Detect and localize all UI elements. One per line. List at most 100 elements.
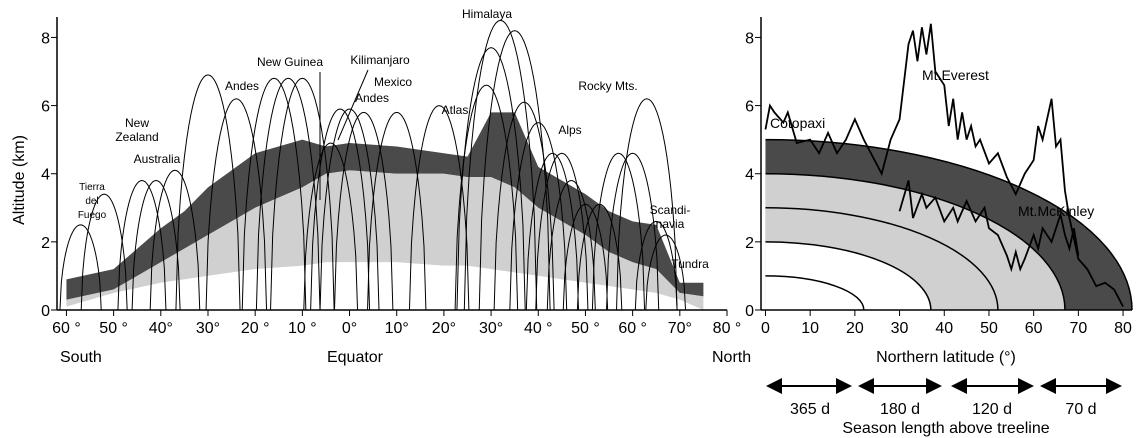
x-axis-label: Northern latitude (°) [876, 349, 1016, 366]
y-axis-label: Altitude (km) [11, 135, 28, 225]
peak-annotation: Mt.McKinley [1018, 203, 1094, 219]
region-annotation: Zealand [115, 130, 158, 144]
mountain [333, 111, 394, 311]
x-tick-label: 50 ° [571, 320, 600, 337]
x-tick-label: 70 [1069, 320, 1087, 337]
zone-boundary [765, 275, 865, 311]
x-tick-label: 40 [935, 320, 953, 337]
x-tick-label: 30° [479, 320, 503, 337]
x-tick-label: 20 ° [241, 320, 270, 337]
region-annotation: Andes [225, 79, 259, 93]
y-tick-label: 4 [745, 167, 754, 184]
mountain [270, 77, 335, 311]
y-tick-label: 0 [41, 303, 50, 320]
x-tick-label: 10° [385, 320, 409, 337]
mountain [59, 224, 102, 311]
y-tick-label: 0 [745, 303, 754, 320]
region-label: North [712, 349, 751, 366]
y-tick-label: 8 [41, 30, 50, 47]
mountain [255, 77, 321, 311]
region-annotation: Tundra [671, 257, 709, 271]
zone-boundary [765, 172, 1066, 311]
x-tick-label: 60 [1025, 320, 1043, 337]
x-tick-label: 20° [432, 320, 456, 337]
region-annotation: Scandi- [650, 203, 691, 217]
band [66, 262, 704, 310]
y-tick-label: 6 [745, 99, 754, 116]
x-tick-label: 10 [801, 320, 819, 337]
season-title: Season length above treeline [842, 420, 1049, 437]
leader-line [337, 69, 369, 141]
mountain [149, 169, 201, 311]
mountain [645, 234, 687, 311]
mountain [606, 152, 660, 311]
mountain [591, 152, 646, 311]
mountain [319, 108, 380, 311]
x-tick-label: 80 ° [713, 320, 742, 337]
x-tick-label: 30° [196, 320, 220, 337]
mountain [525, 152, 580, 311]
region-annotation: Andes [355, 91, 389, 105]
mountain [509, 122, 568, 311]
mountain [616, 98, 678, 311]
x-tick-label: 10 ° [288, 320, 317, 337]
x-tick-label: 40 ° [524, 320, 553, 337]
season-zone [765, 275, 864, 310]
elevation-line [764, 23, 1124, 308]
mountain [80, 193, 128, 311]
mountain [478, 30, 551, 311]
season-label: 70 d [1065, 401, 1096, 418]
y-tick-label: 2 [745, 235, 754, 252]
y-tick-label: 4 [41, 167, 50, 184]
mountain [493, 101, 555, 311]
y-tick-label: 8 [745, 30, 754, 47]
mountain [303, 142, 359, 311]
season-label: 120 d [972, 401, 1012, 418]
region-annotation: Himalaya [462, 7, 512, 21]
mountain [241, 77, 307, 311]
band [66, 170, 704, 310]
y-tick-label: 2 [41, 235, 50, 252]
x-tick-label: 60 ° [52, 320, 81, 337]
zone-boundary [765, 138, 1133, 311]
mountain [634, 220, 678, 311]
region-annotation: Atlas [442, 103, 469, 117]
x-tick-label: 40° [149, 320, 173, 337]
band [66, 112, 704, 300]
peak-annotation: Mt.Everest [922, 67, 989, 83]
mountain [117, 180, 167, 311]
region-annotation: Mexico [374, 75, 412, 89]
mountain [175, 74, 241, 311]
region-label: Equator [327, 349, 384, 366]
mountain [367, 111, 427, 311]
mountain [546, 180, 596, 311]
mountain [562, 203, 609, 311]
region-annotation: del [85, 196, 98, 207]
season-label: 180 d [880, 401, 920, 418]
x-tick-label: 80 [1114, 320, 1132, 337]
region-annotation: navia [656, 217, 685, 231]
x-tick-label: 60 ° [618, 320, 647, 337]
zone-boundary [765, 207, 999, 311]
x-tick-label: 30 [891, 320, 909, 337]
x-tick-label: 0 [761, 320, 770, 337]
region-annotation: Rocky Mts. [578, 79, 637, 93]
x-tick-label: 50 [980, 320, 998, 337]
region-label: South [60, 349, 102, 366]
mountain [456, 47, 526, 311]
region-annotation: Kilimanjaro [350, 53, 410, 67]
mountain [205, 98, 268, 311]
y-tick-label: 6 [41, 99, 50, 116]
region-annotation: New [125, 116, 149, 130]
elevation-line [898, 180, 1080, 273]
region-annotation: Tierra [79, 182, 105, 193]
mountain [535, 152, 589, 311]
zone-boundary [765, 241, 932, 311]
season-label: 365 d [790, 401, 830, 418]
mountain [408, 105, 470, 311]
mountain [131, 180, 181, 311]
x-tick-label: 70° [668, 320, 692, 337]
region-annotation: Fuego [78, 210, 107, 221]
x-tick-label: 50 ° [99, 320, 128, 337]
x-tick-label: 20 [846, 320, 864, 337]
